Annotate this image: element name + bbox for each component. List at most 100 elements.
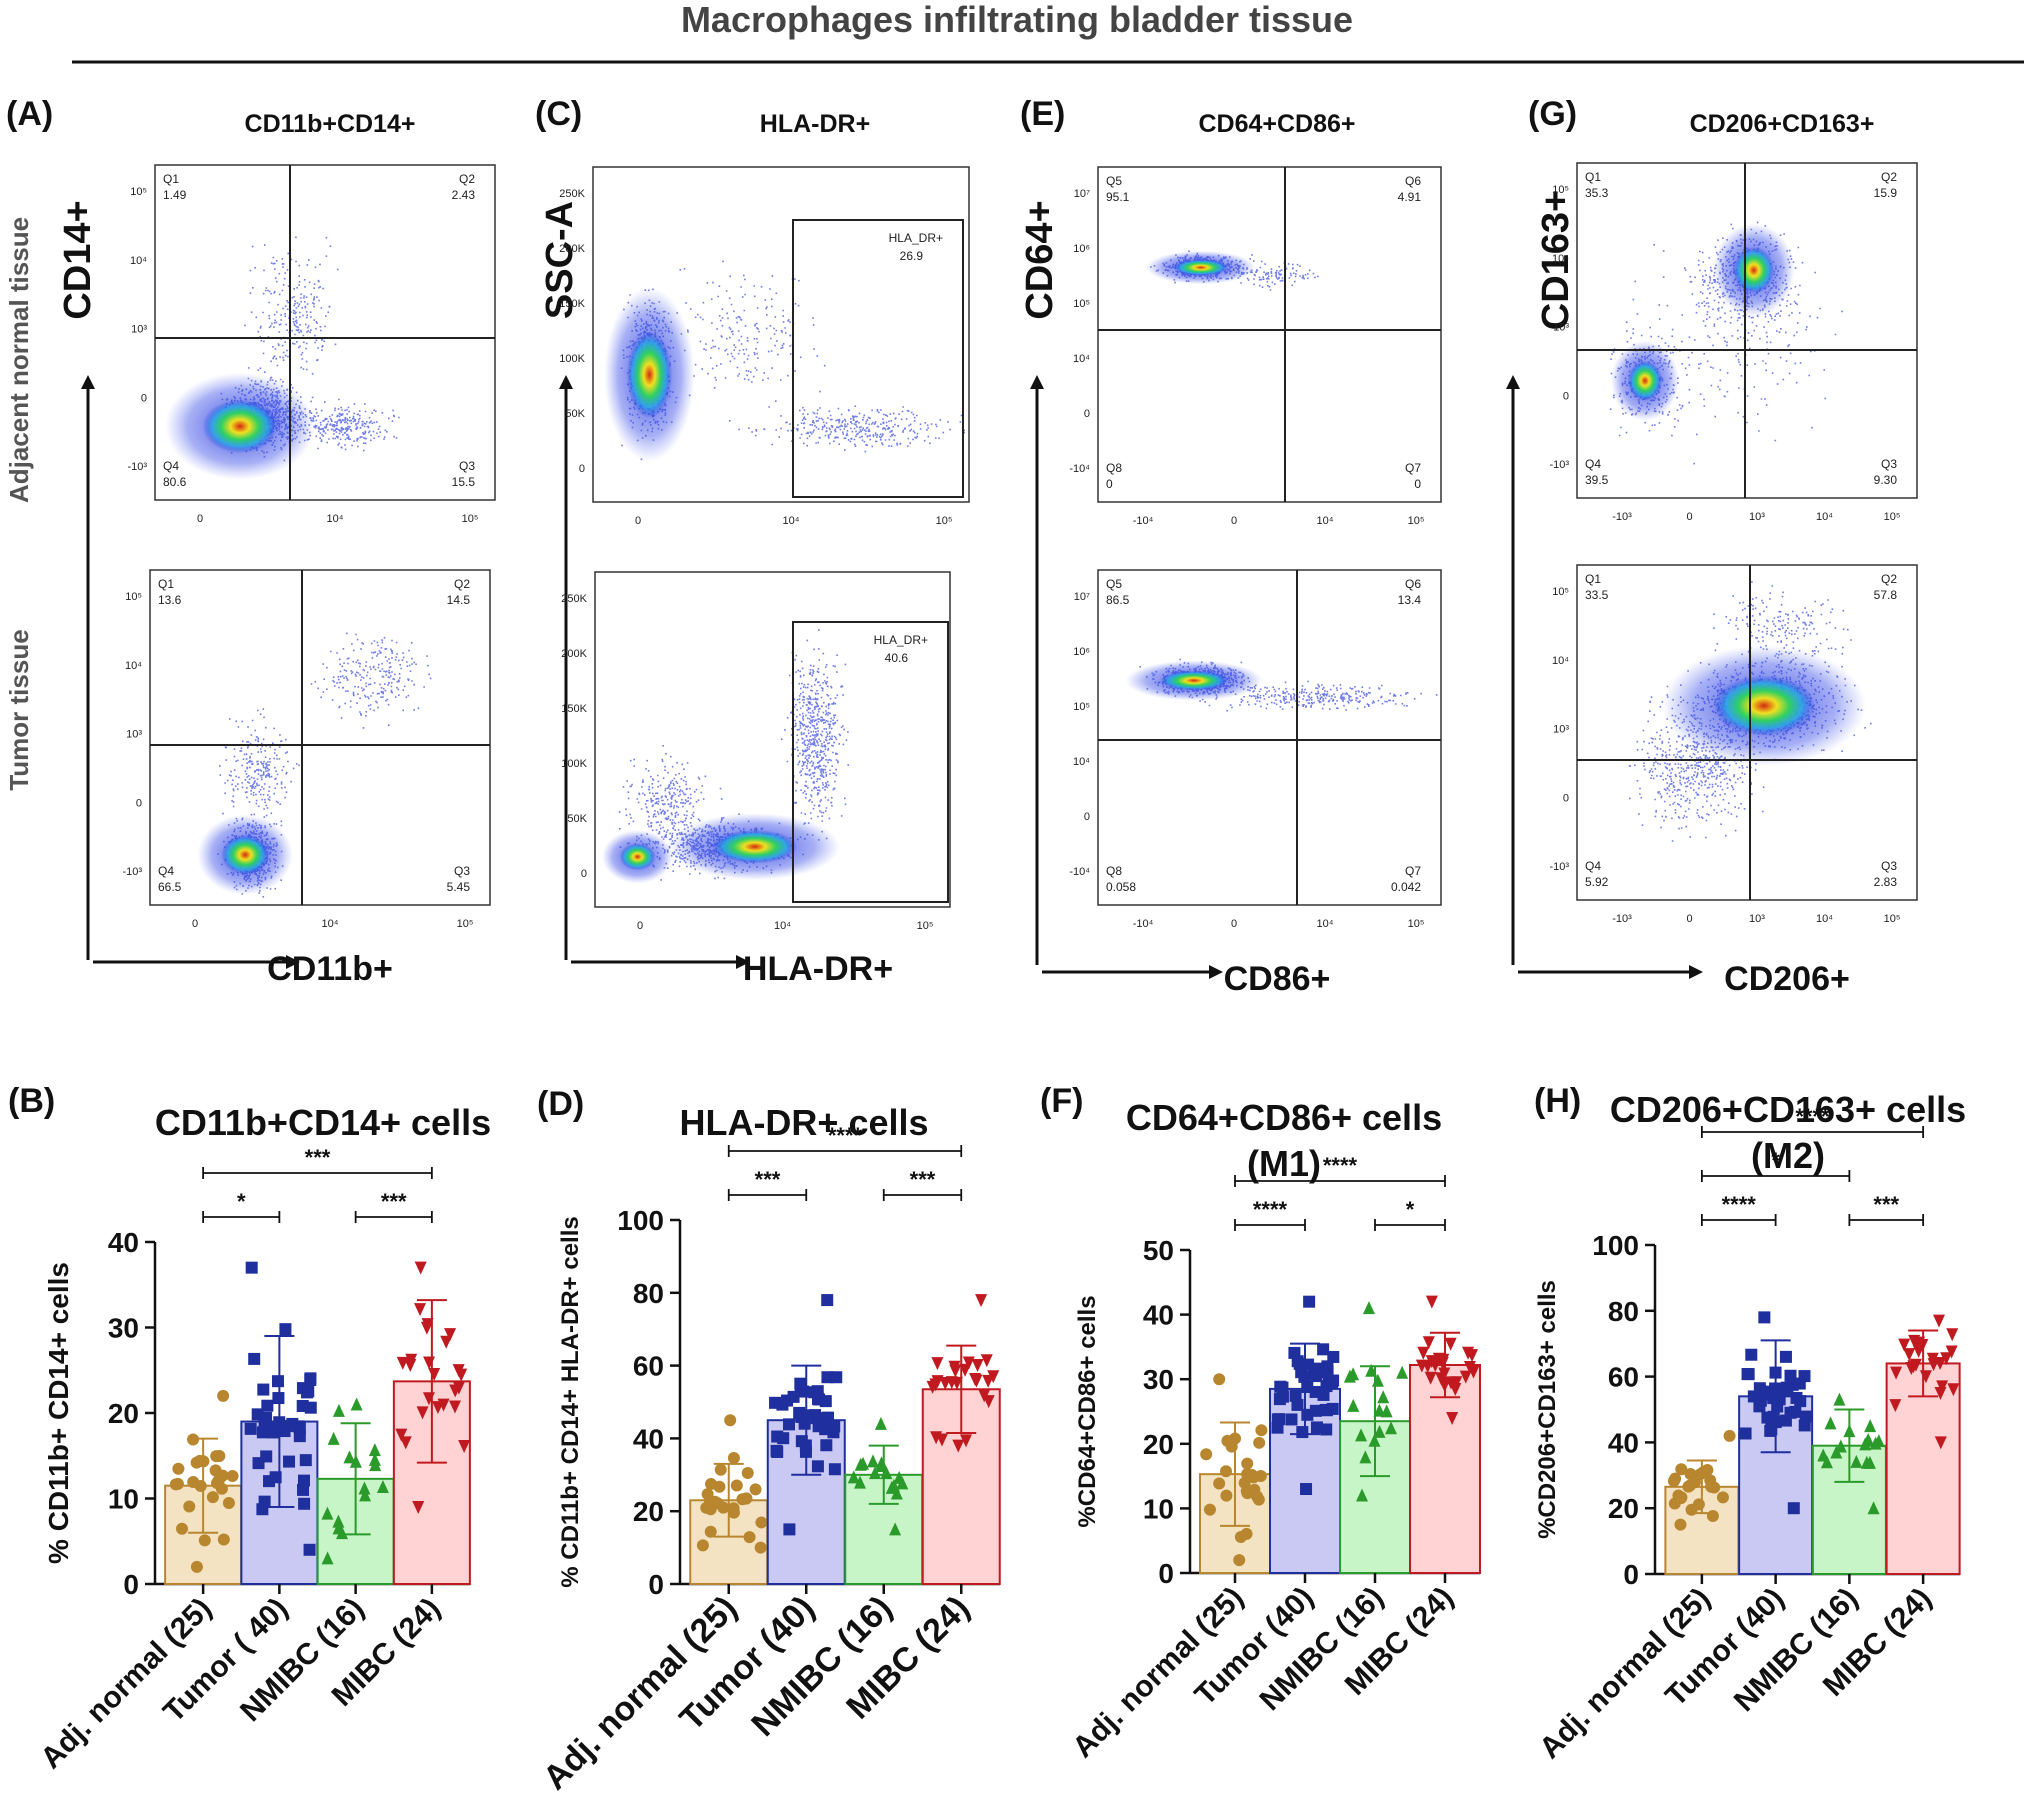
data-point	[171, 1477, 184, 1490]
data-point	[703, 1495, 716, 1508]
quadrant-percentage: 0	[1106, 477, 1113, 491]
y-tick-label: 10⁵	[1552, 586, 1569, 598]
data-point	[1425, 1295, 1438, 1309]
flow-plot-adjacent-normal: 10⁵ 10⁴ 10³ 0 -10³ 0 10⁴ 10⁵ Q1 1.49 Q2 2.43 Q4 80.6 Q…	[127, 164, 496, 525]
quadrant-percentage: 0	[1414, 477, 1421, 491]
density-hotspot	[619, 843, 656, 871]
hla-dr-gate	[792, 219, 964, 498]
quadrant-name: Q5	[1106, 577, 1122, 591]
data-point	[416, 1406, 429, 1420]
data-point	[880, 1466, 893, 1480]
data-point	[1321, 1360, 1334, 1373]
x-tick-label: 10⁴	[774, 920, 791, 932]
quadrant-percentage: 0.058	[1106, 880, 1136, 894]
density-hotspot	[202, 399, 278, 454]
significance-label: ***	[305, 1145, 331, 1170]
data-point	[1934, 1436, 1947, 1450]
data-point	[769, 1396, 782, 1409]
data-point	[1794, 1395, 1807, 1408]
density-hotspot	[1628, 360, 1662, 401]
data-point	[1945, 1345, 1958, 1359]
gate-percentage: 40.6	[885, 651, 909, 665]
quadrant-name: Q5	[1106, 174, 1122, 188]
data-point	[273, 1416, 286, 1429]
y-tick-label: 10³	[1553, 724, 1569, 736]
gate-percentage: 26.9	[900, 249, 924, 263]
x-tick-label: 0	[1686, 511, 1692, 523]
data-point	[930, 1431, 943, 1445]
flow-panel-title: CD64+CD86+	[1198, 110, 1355, 138]
data-point	[1252, 1493, 1265, 1506]
data-point	[1327, 1350, 1340, 1363]
data-point	[271, 1375, 284, 1388]
significance-label: ****	[828, 1123, 863, 1148]
data-point	[1758, 1311, 1771, 1324]
data-point	[1684, 1468, 1697, 1481]
flow-panel-C: (C) HLA-DR+ SSC-A HLA-DR+ 250K 200K 150K 100K 50…	[535, 95, 970, 988]
x-axis-label: CD86+	[1224, 960, 1331, 998]
data-point	[332, 1403, 345, 1417]
data-point	[1310, 1421, 1323, 1434]
data-point	[1289, 1389, 1302, 1402]
data-point	[1745, 1348, 1758, 1361]
quadrant-percentage: 95.1	[1106, 190, 1130, 204]
data-point	[975, 1294, 988, 1308]
quadrant-name: Q8	[1106, 461, 1122, 475]
y-axis-label: % CD11b+ CD14+ HLA-DR+ cells	[557, 1216, 584, 1587]
bar	[1885, 1362, 1961, 1575]
flow-cytometry-panels: (A) CD11b+CD14+ CD14+ CD11b+ 10⁵ 10⁴ 10³ 0 -10³ 0…	[6, 95, 1918, 998]
data-point	[1693, 1468, 1706, 1481]
quadrant-percentage: 2.43	[452, 188, 476, 202]
data-point	[1843, 1424, 1856, 1438]
data-point	[258, 1495, 271, 1508]
data-point	[1213, 1477, 1226, 1490]
y-tick-label: 0	[1084, 408, 1090, 420]
x-tick-label: 10⁵	[936, 515, 953, 527]
data-point	[1779, 1350, 1792, 1363]
panel-label: (A)	[6, 95, 53, 133]
quadrant-percentage: 66.5	[158, 880, 182, 894]
data-point	[696, 1539, 709, 1552]
y-tick-label: -10⁴	[1069, 463, 1090, 475]
data-point	[296, 1399, 309, 1412]
x-tick-label: 10⁴	[1317, 918, 1334, 930]
quadrant-name: Q3	[1881, 457, 1897, 471]
data-point	[730, 1479, 743, 1492]
y-axis-label: %CD64+CD86+ cells	[1074, 1295, 1101, 1527]
y-tick-label: 200K	[561, 648, 587, 660]
chart-subtitle: (M2)	[1751, 1135, 1825, 1176]
data-point	[1669, 1472, 1682, 1485]
x-tick-label: 10⁵	[462, 513, 479, 525]
data-point	[210, 1477, 223, 1490]
significance-label: ****	[1253, 1197, 1288, 1222]
data-point	[896, 1476, 909, 1490]
x-axis-label: CD206+	[1724, 960, 1850, 998]
data-point	[714, 1463, 727, 1476]
y-tick-label: 10⁶	[1073, 646, 1090, 658]
y-tick-label: 10⁵	[1073, 701, 1090, 713]
data-point	[1947, 1383, 1960, 1397]
data-point	[1285, 1413, 1298, 1426]
y-tick-label: 10³	[1553, 322, 1569, 334]
x-tick-label: 10⁵	[1884, 913, 1901, 925]
chart-title: CD64+CD86+ cells	[1126, 1097, 1442, 1138]
data-point	[1291, 1355, 1304, 1368]
x-tick-label: 10⁴	[1816, 511, 1833, 523]
y-axis-arrow-head	[1030, 375, 1044, 389]
significance-label: ***	[910, 1167, 936, 1192]
data-point	[209, 1464, 222, 1477]
data-point	[420, 1321, 433, 1335]
data-point	[1824, 1416, 1837, 1430]
data-point	[1753, 1400, 1766, 1413]
quadrant-name: Q3	[454, 864, 470, 878]
y-tick-label: 50	[1143, 1235, 1174, 1266]
quadrant-name: Q1	[1585, 170, 1601, 184]
quadrant-name: Q3	[1881, 859, 1897, 873]
data-point	[412, 1501, 425, 1515]
data-point	[1936, 1380, 1949, 1394]
data-point	[190, 1560, 203, 1573]
data-point	[705, 1478, 718, 1491]
data-point	[1708, 1481, 1721, 1494]
data-point	[971, 1359, 984, 1373]
flow-plot-tumor: 250K 200K 150K 100K 50K 0 0 10⁴ 10⁵ HLA_DR+ 40.6	[561, 571, 951, 932]
